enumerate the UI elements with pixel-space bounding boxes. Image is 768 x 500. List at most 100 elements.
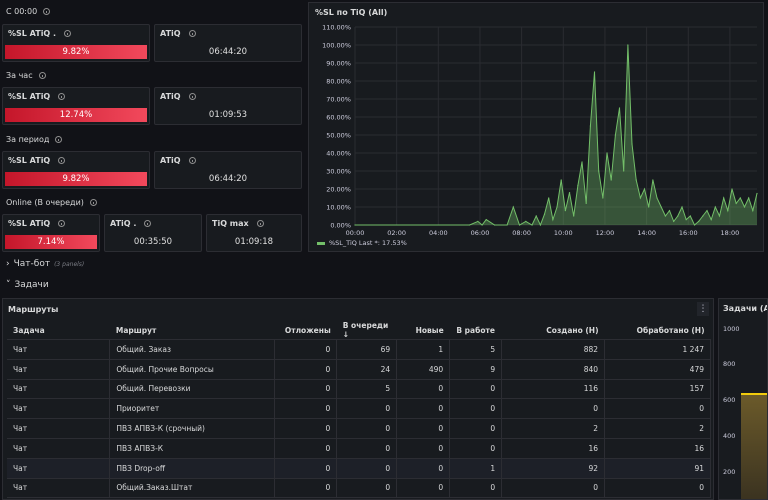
section-title-per-period: За период [6,135,63,144]
x-tick-label: 06:00 [471,229,490,237]
table-cell: 2 [501,418,606,439]
table-cell: 0 [336,438,398,459]
table-row[interactable]: Чат Общий. Перевозки 0 5 0 0 116 157 [7,379,711,400]
column-header-route[interactable]: Маршрут [109,321,275,340]
table-cell: 24 [336,359,398,380]
info-icon[interactable] [58,220,66,227]
column-header-in-progress[interactable]: В работе [449,321,502,340]
table-row[interactable]: Чат Общий. Прочие Вопросы 0 24 490 9 840 479 [7,359,711,380]
data-point [512,206,514,208]
data-point [606,152,608,154]
y-tick-label: 10.00% [326,204,351,212]
info-icon[interactable] [89,199,97,206]
table-cell: 882 [501,339,606,360]
table-cell: 0 [396,438,451,459]
series-area [741,395,767,499]
table-row[interactable]: Чат Приоритет 0 0 0 0 0 0 [7,398,711,420]
row-tasks[interactable]: ˅ Задачи [6,280,49,290]
table-cell: 157 [604,379,711,400]
stat-value: 06:44:20 [208,174,248,184]
column-header-new[interactable]: Новые [396,321,450,340]
column-header-processed[interactable]: Обработано (Н) [604,321,711,340]
data-point [752,210,754,212]
data-point [631,143,633,145]
y-tick-label: 1000 [723,325,740,333]
data-point [485,219,487,221]
info-icon[interactable] [144,220,152,227]
table-cell: 0 [336,398,398,420]
info-icon[interactable] [64,30,72,37]
data-point [656,197,658,199]
table-cell: 0 [396,478,451,499]
section-title-since-midnight: С 00:00 [6,7,51,16]
section-title-text: За час [6,71,33,80]
table-cell: 0 [501,398,606,420]
sl-tiq-chart[interactable]: 0.00% 10.00% 20.00% 30.00% 40.00% 50.00% 60.00… [309,3,765,253]
info-icon[interactable] [188,30,196,37]
column-header-task[interactable]: Задача [7,321,110,340]
info-icon[interactable] [58,93,66,100]
table-cell: 69 [336,339,398,360]
table-row[interactable]: Чат ПВЗ Drop-off 0 0 0 1 92 91 [7,458,711,479]
info-icon[interactable] [55,136,63,143]
data-point [493,224,496,226]
column-header-in-queue[interactable]: В очереди ↓ [336,321,397,340]
table-row[interactable]: Чат ПВЗ АПВЗ-К 0 0 0 0 16 16 [7,438,711,459]
data-point [714,206,716,208]
info-icon[interactable] [188,157,196,164]
stat-value: 9.82% [5,45,147,59]
row-chat-bot[interactable]: › Чат-бот (3 panels) [6,259,84,269]
table-cell: 0 [449,398,503,420]
table-row[interactable]: Чат Общий.Заказ.Штат 0 0 0 0 0 0 [7,478,711,499]
section-title-per-hour: За час [6,71,46,80]
table-cell: 92 [501,458,606,479]
panel-title: Маршруты [8,305,59,314]
card-label: TiQ max [212,219,249,228]
data-point [585,202,587,204]
info-icon[interactable] [256,220,264,227]
data-point [581,161,583,163]
data-point [718,215,721,217]
y-tick-label: 70.00% [326,96,351,104]
row-panels-count: (3 panels) [54,260,85,268]
y-tick-label: 50.00% [326,132,351,140]
routes-table-panel: Маршруты ⋮ Задача Маршрут Отложены В оче… [2,298,714,500]
table-row[interactable]: Чат ПВЗ АПВЗ-К (срочный) 0 0 0 0 2 2 [7,418,711,439]
card-label: ATiQ [160,156,181,165]
data-point [543,213,546,215]
info-icon[interactable] [58,157,66,164]
chevron-down-icon: ˅ [6,280,11,290]
data-point [556,206,558,208]
table-cell: 0 [396,398,451,420]
stat-value: 00:35:50 [133,237,173,247]
info-icon[interactable] [188,93,196,100]
data-point [652,179,654,181]
data-point [468,224,471,226]
table-cell: 0 [449,478,503,499]
info-icon[interactable] [38,72,46,79]
table-row[interactable]: Чат Общий. Заказ 0 69 1 5 882 1 247 [7,339,711,360]
card-label: %SL ATiQ . [8,29,57,38]
info-icon[interactable] [43,8,51,15]
card-label: ATiQ . [110,219,137,228]
table-cell: ПВЗ АПВЗ-К (срочный) [109,418,276,439]
data-point [673,220,675,222]
data-point [627,44,629,46]
data-point [743,206,746,208]
stat-value: 01:09:53 [208,110,248,120]
column-header-postponed[interactable]: Отложены [274,321,337,340]
table-cell: Чат [7,458,111,479]
stat-value: 01:09:18 [234,237,274,247]
stat-card-sl-since-midnight: %SL ATiQ . 9.82% [2,24,150,62]
data-point [668,210,671,212]
column-header-created[interactable]: Создано (Н) [501,321,605,340]
panel-menu-icon[interactable]: ⋮ [697,302,709,316]
graph-legend[interactable]: %SL_TiQ Last *: 17.53% [317,239,407,247]
table-cell: ПВЗ АПВЗ-К [109,438,276,459]
data-point [693,224,696,226]
data-point [589,125,591,127]
data-point [748,197,750,199]
y-tick-label: 800 [723,360,736,368]
graph-title: %SL по TiQ (All) [315,8,388,17]
data-point [756,192,758,195]
